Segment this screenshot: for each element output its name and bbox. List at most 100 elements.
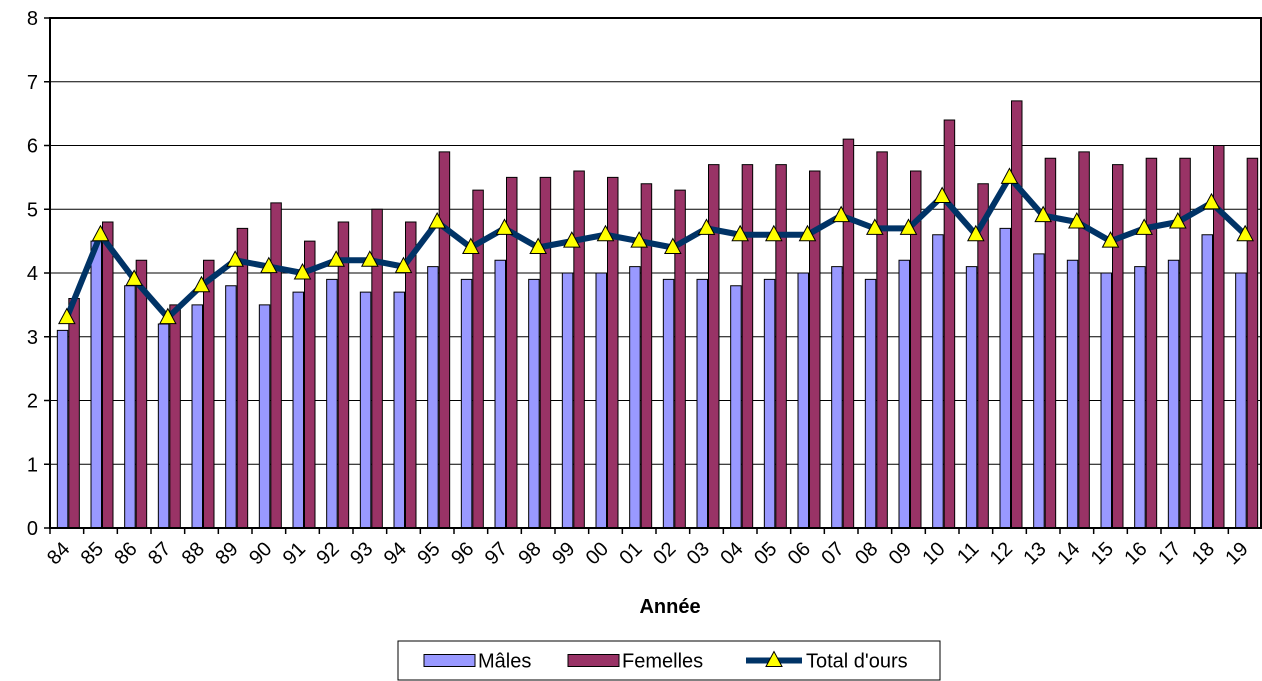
point-total-ours	[899, 218, 918, 235]
bar-males	[629, 266, 641, 529]
bar-females	[943, 119, 956, 529]
point-total-ours	[226, 250, 245, 267]
x-tick-label: 92	[312, 538, 343, 569]
bar-males	[1100, 272, 1112, 529]
point-total-ours	[1101, 231, 1120, 248]
bar-females	[203, 259, 215, 529]
bar-males	[528, 278, 540, 529]
x-tick-label: 99	[548, 538, 579, 569]
x-tick-label: 19	[1221, 538, 1252, 569]
bar-females	[304, 240, 316, 529]
bar-males	[965, 266, 978, 529]
x-tick-label: 94	[380, 538, 411, 569]
x-tick-label: 11	[953, 538, 983, 568]
bar-males	[898, 259, 910, 529]
bar-females	[135, 259, 148, 529]
point-total-ours	[1068, 211, 1086, 229]
x-tick-label: 93	[346, 538, 377, 569]
bar-males	[932, 234, 944, 529]
bar-females	[1078, 151, 1090, 529]
x-tick-label: 89	[211, 538, 242, 569]
bar-males	[326, 278, 338, 529]
point-total-ours	[562, 231, 581, 248]
x-tick-label: 08	[851, 538, 882, 569]
bar-females	[1011, 100, 1023, 529]
x-tick-label: 85	[77, 538, 108, 569]
x-tick-label: 98	[514, 538, 545, 569]
legend-label: Mâles	[478, 651, 531, 673]
bar-females	[1145, 157, 1158, 529]
bar-females	[270, 202, 282, 529]
x-tick-label: 90	[245, 538, 276, 569]
x-tick-label: 07	[817, 538, 848, 569]
point-total-ours	[1000, 167, 1019, 184]
x-tick-label: 01	[615, 538, 646, 569]
x-tick-label: 91	[279, 538, 310, 569]
bar-males	[595, 272, 607, 529]
x-tick-label: 10	[918, 538, 949, 569]
x-tick-label: 96	[447, 538, 478, 569]
bar-males	[662, 278, 675, 529]
x-tick-label: 87	[144, 538, 175, 569]
bar-males	[393, 291, 405, 529]
bar-females	[573, 170, 585, 529]
point-total-ours	[865, 218, 884, 235]
bar-males	[1033, 253, 1045, 529]
y-axis-ticks: 0 1 2 3 4 5 6 7 8	[27, 8, 50, 540]
bar-males	[359, 291, 372, 529]
bar-males	[1066, 259, 1079, 529]
x-tick-label: 00	[582, 538, 613, 569]
bar-females	[842, 138, 855, 529]
point-total-ours	[327, 250, 345, 267]
x-tick-label: 13	[1019, 538, 1050, 569]
point-total-ours	[91, 224, 110, 242]
legend-swatch-marker	[765, 650, 783, 667]
point-total-ours	[361, 250, 379, 267]
x-tick-label: 04	[716, 538, 747, 569]
y-tick-label: 6	[27, 136, 38, 158]
x-tick-label: 16	[1120, 538, 1151, 569]
point-total-ours	[798, 224, 817, 242]
x-tick-label: 84	[43, 538, 74, 569]
bar-males	[999, 227, 1011, 529]
bar-males	[124, 285, 136, 529]
bar-males	[427, 266, 439, 529]
point-total-ours	[260, 256, 278, 274]
y-tick-label: 8	[27, 8, 38, 30]
y-tick-label: 3	[27, 327, 38, 349]
point-total-ours	[764, 224, 783, 242]
bar-females	[1246, 157, 1259, 529]
x-tick-label: 14	[1053, 538, 1084, 569]
bar-males	[191, 304, 203, 529]
legend-label: Total d'ours	[806, 651, 908, 673]
y-tick-label: 2	[27, 391, 38, 413]
bar-females	[337, 221, 350, 529]
point-total-ours	[1034, 205, 1052, 223]
bar-males	[225, 285, 237, 529]
bar-females	[809, 170, 821, 529]
grid-lines	[50, 81, 1262, 465]
point-total-ours	[529, 237, 548, 254]
point-total-ours	[158, 307, 177, 325]
bar-females	[68, 298, 80, 529]
point-total-ours	[1236, 224, 1254, 242]
point-total-ours	[495, 218, 514, 235]
bar-males	[1167, 259, 1180, 529]
x-tick-label: 15	[1087, 538, 1118, 569]
y-tick-label: 4	[27, 263, 38, 285]
bar-males	[763, 278, 776, 529]
bar-females	[741, 164, 754, 529]
point-total-ours	[57, 307, 76, 325]
legend-swatch	[567, 654, 620, 667]
bar-males	[56, 329, 69, 529]
total-markers	[57, 167, 1254, 325]
point-total-ours	[428, 211, 446, 229]
y-tick-label: 5	[27, 199, 38, 221]
bar-males	[494, 259, 506, 529]
point-total-ours	[1169, 211, 1187, 229]
legend-box	[397, 640, 941, 681]
bar-females	[640, 183, 653, 529]
x-tick-label: 06	[784, 538, 815, 569]
point-total-ours	[293, 262, 312, 280]
